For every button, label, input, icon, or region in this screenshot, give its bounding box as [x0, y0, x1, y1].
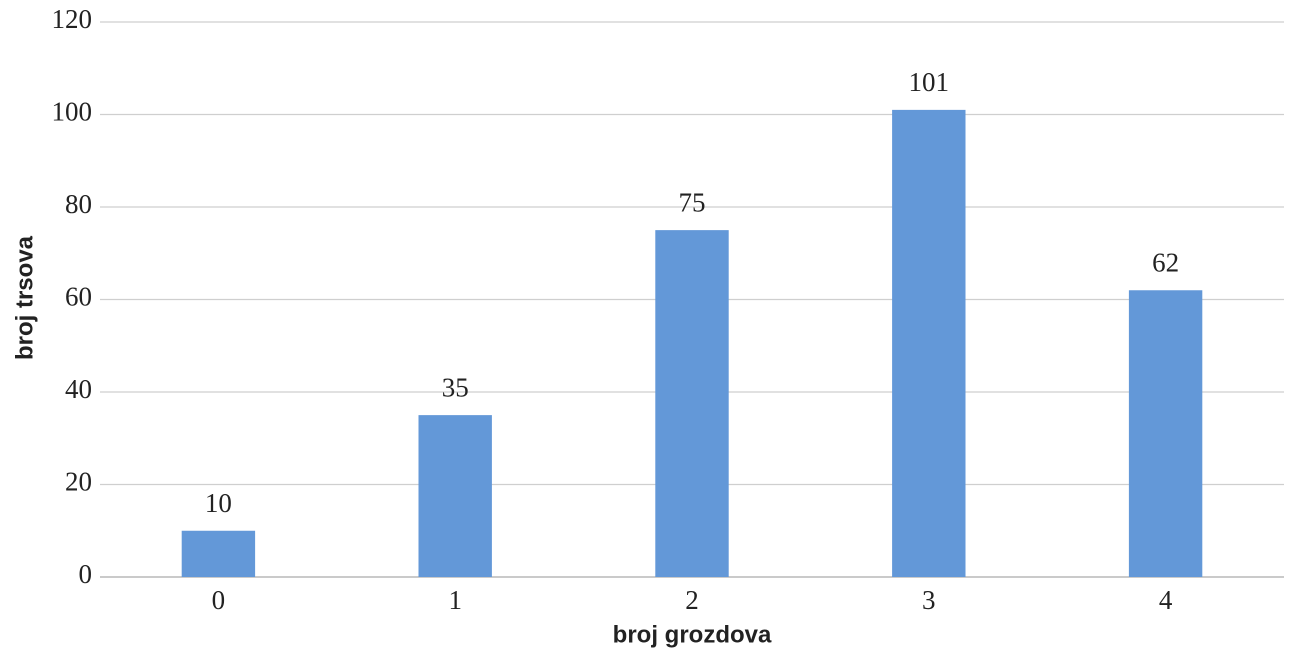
data-label: 10 — [205, 488, 232, 518]
data-label: 75 — [679, 187, 706, 217]
y-tick-label: 100 — [52, 97, 93, 127]
y-tick-label: 40 — [65, 374, 92, 404]
x-tick-label: 1 — [448, 585, 462, 615]
data-label: 62 — [1152, 247, 1179, 277]
x-axis-title: broj grozdova — [613, 621, 772, 648]
y-tick-label: 0 — [79, 559, 93, 589]
y-tick-label: 80 — [65, 189, 92, 219]
data-label: 101 — [909, 67, 950, 97]
bar — [655, 230, 729, 577]
x-tick-label: 3 — [922, 585, 936, 615]
bar — [181, 530, 256, 577]
y-tick-label: 20 — [65, 467, 92, 497]
data-label: 35 — [442, 372, 469, 402]
x-tick-label: 0 — [212, 585, 226, 615]
bar — [418, 415, 492, 577]
x-tick-label: 4 — [1159, 585, 1173, 615]
y-tick-label: 120 — [52, 4, 93, 34]
y-axis-title: broj trsova — [11, 235, 38, 360]
x-tick-label: 2 — [685, 585, 699, 615]
y-tick-label: 60 — [65, 282, 92, 312]
bar — [892, 109, 966, 577]
bar — [1128, 290, 1203, 577]
